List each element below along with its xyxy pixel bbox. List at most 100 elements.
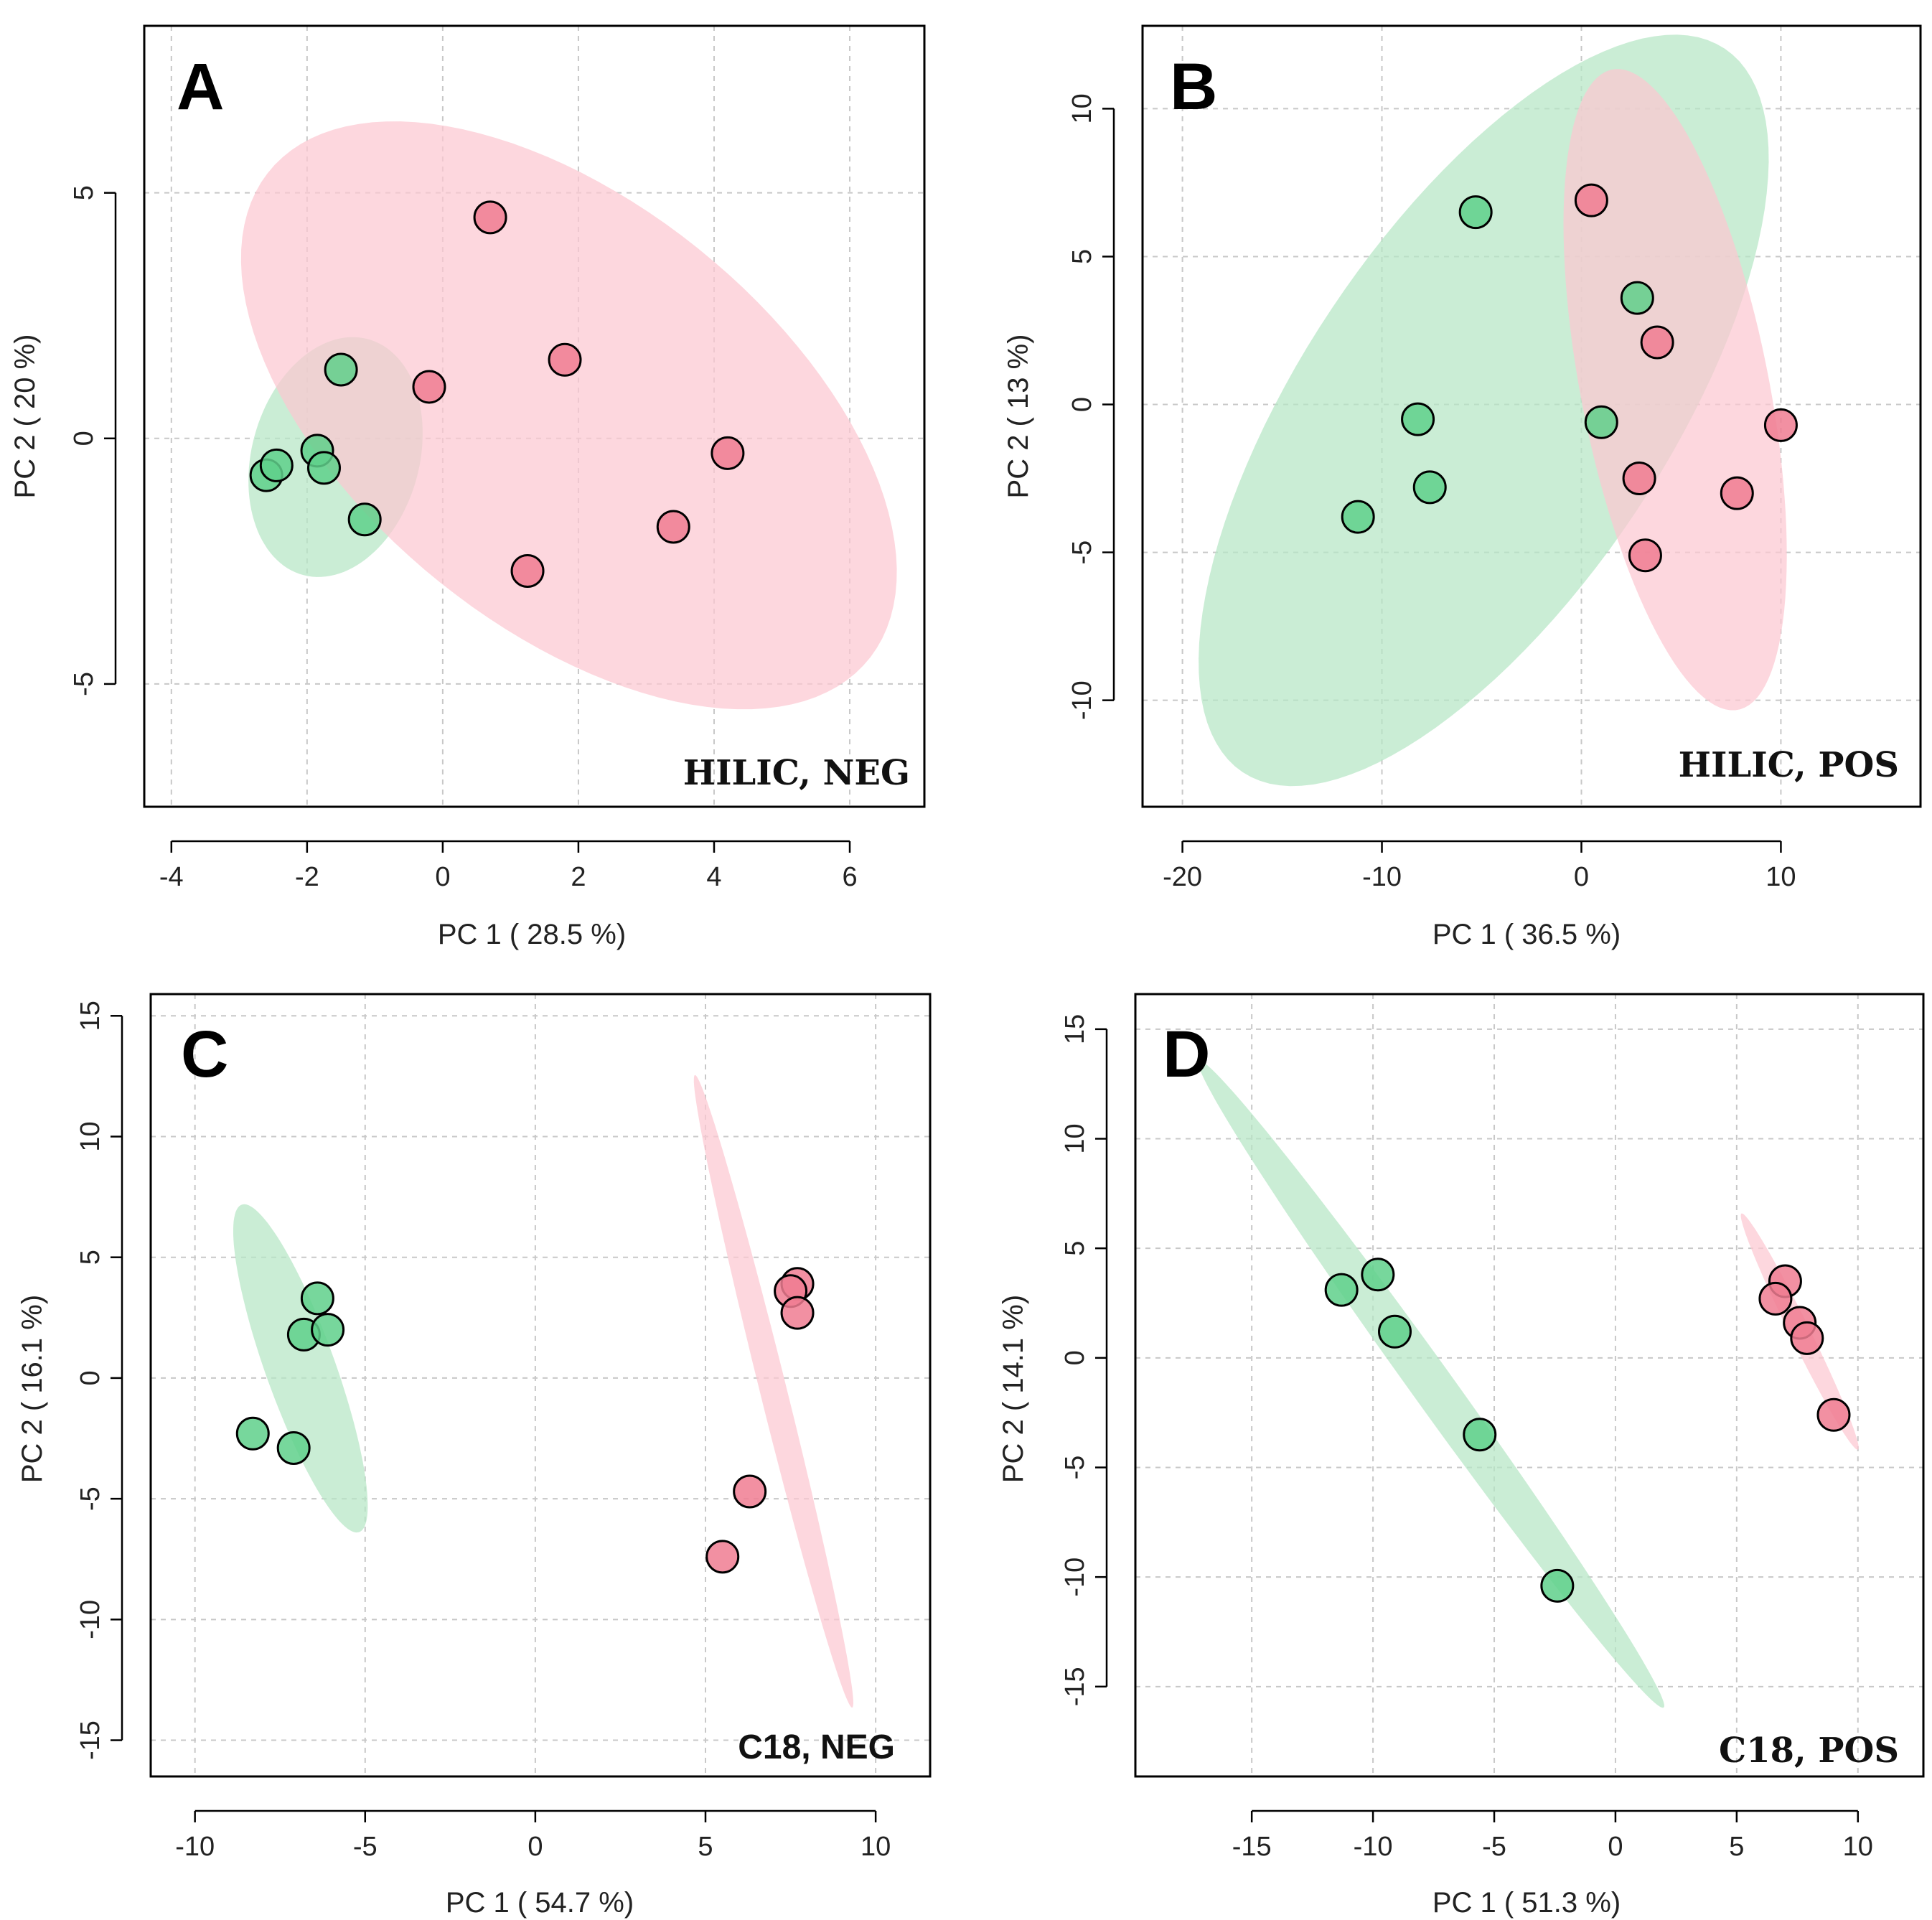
panel-a-point-pink [711, 436, 745, 470]
panel-d-y-tick-label: -15 [1060, 1667, 1090, 1706]
panel-a-point-green [347, 502, 382, 537]
panel-c-y-tick-label: 0 [75, 1370, 105, 1385]
panel-c-point-pink [733, 1474, 767, 1509]
panel-a-method-label: HILIC, NEG [683, 753, 910, 793]
panel-b-xlabel: PC 1 ( 36.5 %) [1432, 919, 1621, 950]
panel-a-x-tick-label: -4 [159, 862, 184, 892]
panel-d-method-label: C18, POS [1719, 1731, 1899, 1771]
panel-d-y-tick-label: 0 [1060, 1350, 1090, 1365]
panel-d-y-tick-label: -10 [1060, 1558, 1090, 1597]
panel-b-point-pink [1628, 538, 1662, 573]
panel-d-point-pink [1790, 1321, 1824, 1355]
panel-a-point-pink [412, 370, 446, 404]
panel-b-point-pink [1763, 408, 1798, 442]
panel-b-point-pink [1720, 476, 1754, 510]
panel-d-x-tick-label: -10 [1354, 1832, 1393, 1862]
panel-a-letter: A [177, 50, 224, 123]
panel-b-ylabel: PC 2 ( 13 %) [1003, 334, 1034, 499]
panel-c-point-pink [705, 1540, 740, 1574]
panel-c-x-tick-label: 10 [861, 1832, 891, 1862]
panel-d-point-pink [1758, 1281, 1793, 1316]
panel-b-y-tick-label: -10 [1067, 680, 1097, 720]
panel-b-y-tick-label: 10 [1067, 93, 1097, 123]
panel-b-x-tick-label: -10 [1362, 862, 1402, 892]
panel-a-point-pink [473, 200, 507, 235]
panel-c: -10 -5 0 5 10 -15 -10 -5 0 5 10 15 C C18, NEG PC 1 … [17, 993, 932, 1919]
panel-c-point-pink [780, 1296, 815, 1330]
panel-b-point-green [1401, 402, 1435, 436]
panel-b-point-green [1620, 281, 1654, 315]
panel-b-x-tick-label: 10 [1765, 862, 1796, 892]
panel-b-point-pink [1574, 183, 1608, 217]
panel-a-frame [143, 24, 926, 808]
panel-a-point-pink [548, 342, 582, 377]
panel-b-ellipse-pink [1563, 69, 1787, 711]
panel-a: -4 -2 0 2 4 6 -5 0 5 A HILIC, NEG PC 1 ( 28.5 %)… [9, 24, 926, 950]
panel-c-xlabel: PC 1 ( 54.7 %) [446, 1887, 634, 1919]
panel-d-points [1324, 1258, 1851, 1603]
panel-c-point-green [311, 1313, 345, 1347]
panel-a-x-tick-label: 4 [706, 862, 721, 892]
panel-d: -15 -10 -5 0 5 10 -15 -10 -5 0 5 10 15 D C18, POS PC… [998, 993, 1925, 1919]
panel-a-ylabel: PC 2 ( 20 %) [9, 334, 41, 499]
panel-a-point-pink [510, 554, 545, 589]
panel-b-y-tick-label: 0 [1067, 397, 1097, 412]
panel-a-point-green [259, 448, 294, 482]
panel-a-x-tick-label: 0 [435, 862, 450, 892]
panel-c-frame [149, 993, 932, 1778]
panel-c-point-green [235, 1416, 270, 1451]
panel-d-ylabel: PC 2 ( 14.1 %) [998, 1295, 1029, 1483]
panel-b-method-label: HILIC, POS [1679, 745, 1899, 785]
panel-b-point-green [1412, 470, 1447, 505]
panel-d-x-tick-label: -5 [1482, 1832, 1506, 1862]
panel-d-x-tick-label: 5 [1729, 1832, 1744, 1862]
panel-d-point-pink [1816, 1397, 1851, 1432]
panel-a-point-green [324, 352, 358, 387]
panel-c-y-tick-label: 15 [75, 1001, 105, 1031]
panel-c-point-green [276, 1430, 311, 1465]
panel-c-ellipse-pink [693, 1074, 853, 1708]
panel-c-y-tick-label: 10 [75, 1121, 105, 1151]
panel-d-grid [1135, 994, 1923, 1776]
panel-d-letter: D [1163, 1018, 1210, 1091]
panel-b-letter: B [1170, 50, 1217, 123]
panel-c-ylabel: PC 2 ( 16.1 %) [17, 1295, 48, 1483]
panel-c-letter: C [181, 1018, 228, 1091]
panel-b-point-pink [1640, 325, 1674, 360]
panel-c-method-label: C18, NEG [738, 1728, 895, 1766]
panel-b-x-tick-label: -20 [1163, 862, 1202, 892]
panel-a-y-tick-label: -5 [69, 672, 99, 696]
panel-a-point-green [306, 451, 341, 485]
panel-d-point-green [1361, 1258, 1395, 1292]
panel-a-x-tick-label: 2 [571, 862, 586, 892]
panel-b-frame [1141, 24, 1922, 808]
panel-d-point-green [1540, 1568, 1575, 1603]
panel-c-x-tick-label: -5 [353, 1832, 378, 1862]
panel-a-points [249, 200, 745, 589]
panel-b-points [1341, 183, 1798, 573]
panel-c-x-tick-label: 0 [527, 1832, 543, 1862]
panel-b-point-green [1584, 405, 1618, 439]
panel-a-y-tick-label: 5 [69, 185, 99, 200]
panel-d-y-tick-label: 15 [1060, 1014, 1090, 1044]
panel-c-grid [151, 994, 930, 1776]
panel-b: -20 -10 0 10 -10 -5 0 5 10 B HILIC, POS PC 1 ( 3… [1003, 24, 1922, 950]
panel-a-xlabel: PC 1 ( 28.5 %) [438, 919, 626, 950]
panel-d-x-tick-label: 0 [1608, 1832, 1623, 1862]
panel-a-y-tick-label: 0 [69, 431, 99, 446]
panel-c-points [235, 1267, 815, 1574]
panel-c-ellipse-green [233, 1204, 368, 1533]
panel-c-x-tick-label: 5 [698, 1832, 713, 1862]
panel-d-x-tick-label: -15 [1232, 1832, 1272, 1862]
panel-d-xlabel: PC 1 ( 51.3 %) [1432, 1887, 1621, 1919]
panel-d-point-green [1377, 1314, 1412, 1349]
panel-c-y-tick-label: -5 [75, 1486, 105, 1511]
panel-c-ellipses [233, 1074, 853, 1708]
panel-d-point-green [1324, 1273, 1359, 1307]
panel-a-x-tick-label: -2 [295, 862, 319, 892]
panel-b-y-tick-label: 5 [1067, 249, 1097, 264]
panel-d-y-tick-label: -5 [1060, 1456, 1090, 1480]
panel-d-point-green [1463, 1418, 1497, 1452]
